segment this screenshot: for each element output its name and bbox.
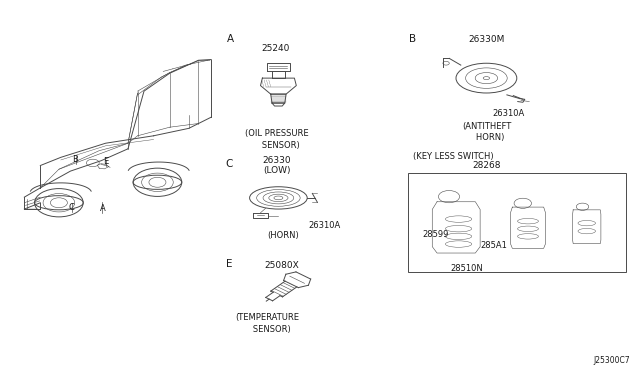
Text: C: C — [68, 203, 75, 212]
Text: E: E — [226, 259, 232, 269]
Text: 26310A: 26310A — [308, 221, 340, 230]
Text: (OIL PRESSURE
   SENSOR): (OIL PRESSURE SENSOR) — [244, 129, 308, 150]
Text: 26330M: 26330M — [468, 35, 504, 44]
Bar — [408, 173, 626, 272]
Text: 28268: 28268 — [472, 161, 500, 170]
Text: B: B — [409, 34, 417, 44]
Text: 26330
(LOW): 26330 (LOW) — [263, 156, 291, 175]
Text: 28599: 28599 — [422, 230, 449, 239]
Text: (ANTITHEFT
   HORN): (ANTITHEFT HORN) — [462, 122, 511, 142]
Text: (HORN): (HORN) — [267, 231, 299, 240]
Text: 28510N: 28510N — [451, 264, 484, 273]
Text: A: A — [227, 34, 234, 44]
Text: A: A — [100, 204, 105, 213]
Text: 285A1: 285A1 — [480, 241, 507, 250]
Text: 26310A: 26310A — [493, 109, 525, 118]
Text: E: E — [103, 157, 108, 166]
Text: (KEY LESS SWITCH): (KEY LESS SWITCH) — [413, 152, 493, 161]
Text: C: C — [225, 159, 233, 169]
Text: 25240: 25240 — [261, 44, 289, 53]
Text: (TEMPERATURE
   SENSOR): (TEMPERATURE SENSOR) — [236, 313, 300, 334]
Text: B: B — [72, 155, 79, 164]
Text: 25080X: 25080X — [264, 262, 299, 270]
Text: J25300C7: J25300C7 — [594, 356, 630, 365]
